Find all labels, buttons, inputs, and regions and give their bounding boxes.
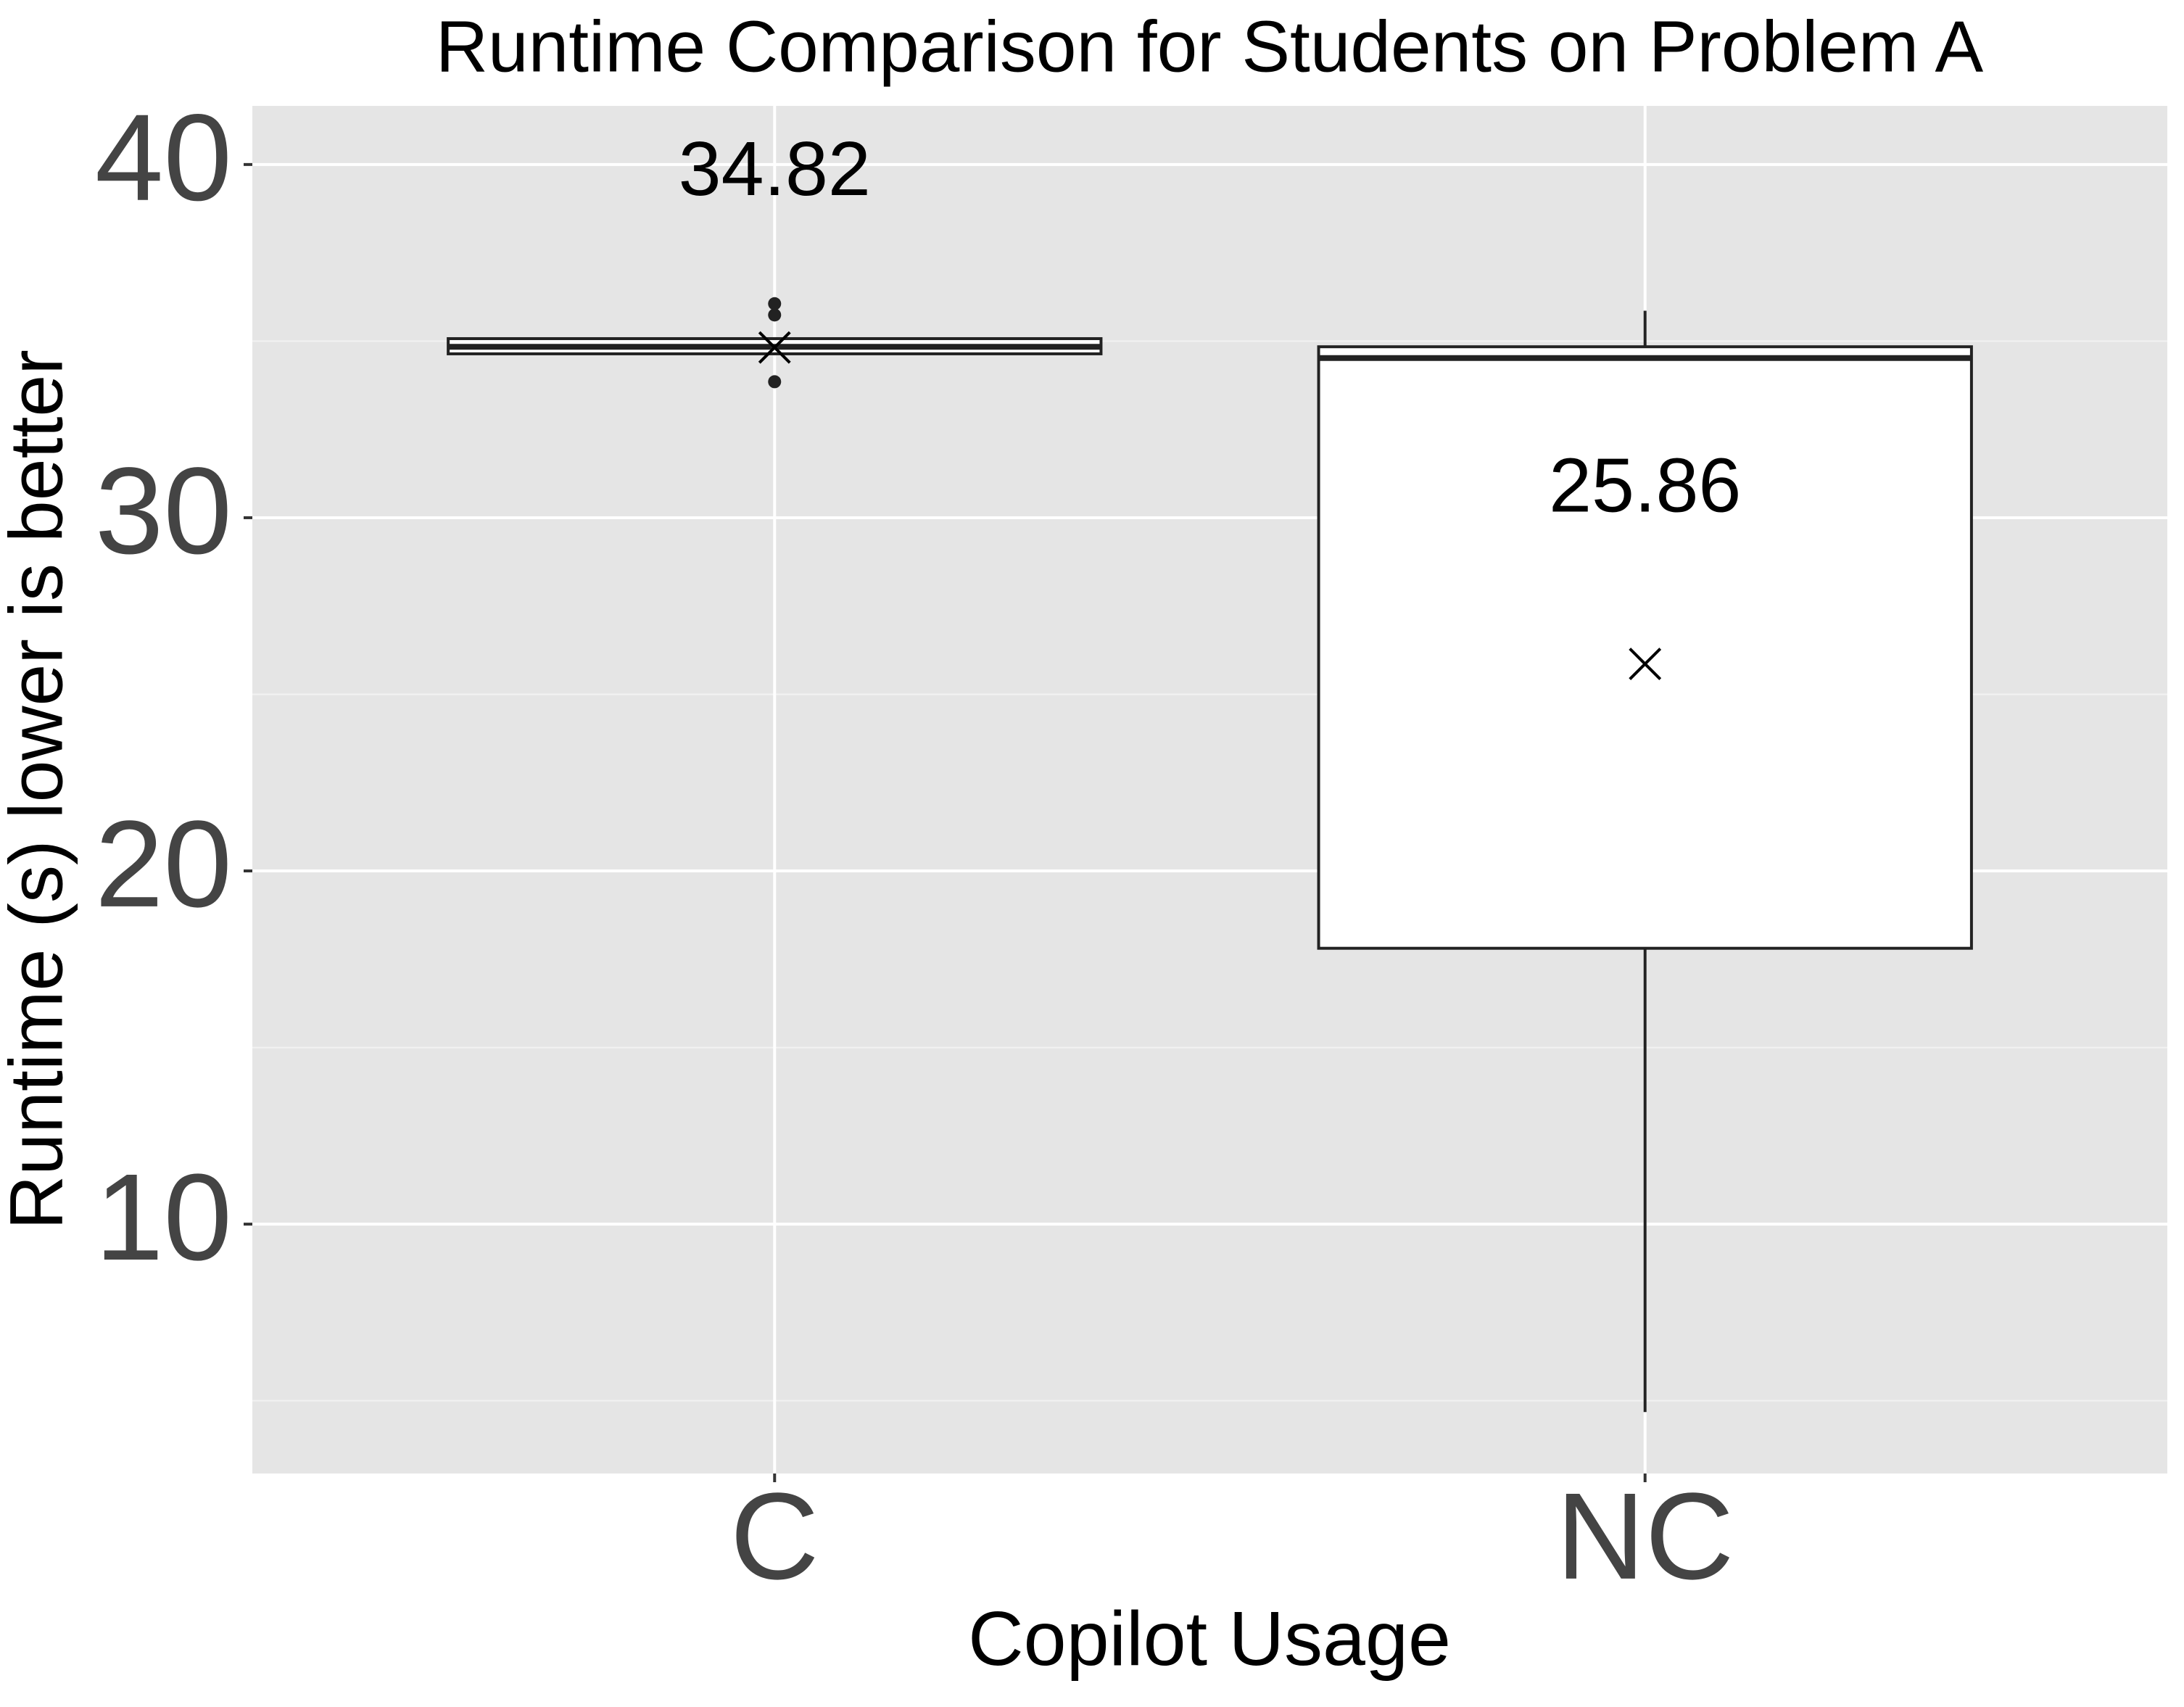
box (1317, 345, 1973, 950)
y-tick-label: 20 (95, 795, 232, 933)
x-tick-label: C (730, 1468, 819, 1605)
outlier (768, 308, 782, 322)
chart-title: Runtime Comparison for Students on Probl… (436, 6, 1984, 87)
mean-label: 34.82 (679, 126, 871, 212)
x-axis-title: Copilot Usage (968, 1596, 1451, 1682)
mean-label: 25.86 (1549, 443, 1741, 529)
mean-marker (1629, 648, 1662, 681)
mean-marker-stroke (1629, 648, 1662, 681)
mean-marker (758, 331, 791, 364)
outlier (768, 375, 782, 389)
y-tick-label: 10 (95, 1149, 232, 1286)
y-tick-label: 40 (95, 89, 232, 227)
x-tick-label: NC (1556, 1468, 1734, 1605)
mean-marker-stroke (758, 331, 791, 364)
y-tick-label: 30 (95, 442, 232, 580)
outlier (768, 297, 782, 310)
y-axis-title: Runtime (s) lower is better (0, 350, 78, 1230)
